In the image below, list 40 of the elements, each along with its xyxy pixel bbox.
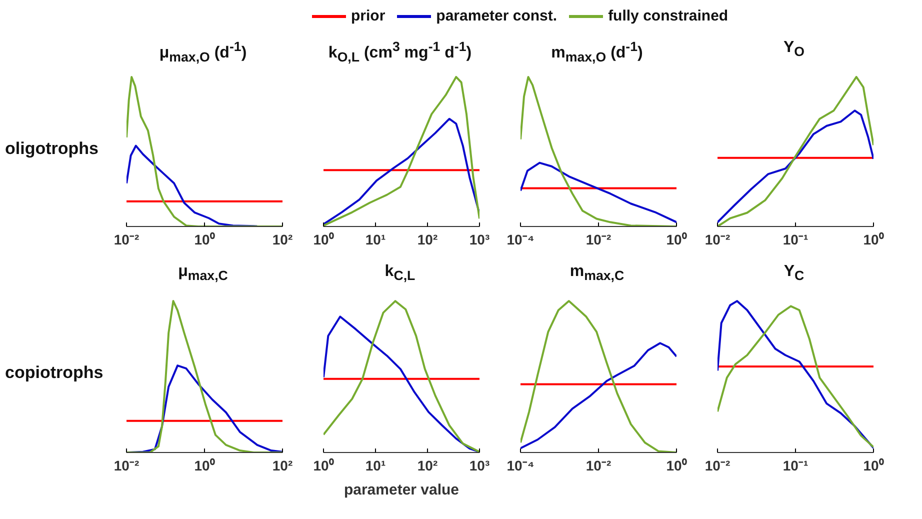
chart-title: μ$_{max,C}$: [177, 262, 229, 286]
x-tick-label: 10²: [272, 458, 293, 474]
legend-label: prior: [351, 7, 386, 24]
text: copiotrophs: [5, 362, 104, 384]
x-tick-label: 10⁰: [194, 232, 215, 248]
chart-title: m$_{max,O}$ (d$^{-1}$): [550, 38, 644, 67]
x-tick-label: 10⁻¹: [782, 232, 808, 248]
chart-title: m$_{max,C}$: [568, 262, 626, 286]
x-tick-label: 10⁻¹: [782, 458, 808, 474]
x-tick-label: 10⁰: [313, 232, 334, 248]
x-tick-label: 10⁰: [863, 458, 884, 474]
x-tick-label: 10⁻⁴: [506, 232, 534, 248]
x-tick-label: 10⁻²: [114, 232, 140, 248]
x-tick-label: 10¹: [365, 458, 386, 474]
chart-title: μ$_{max,O}$ (d$^{-1}$): [158, 38, 248, 67]
x-tick-label: 10²: [417, 232, 438, 248]
chart-title: Y$_{C}$: [782, 262, 806, 286]
x-tick-label: 10⁰: [194, 458, 215, 474]
x-tick-label: 10⁻²: [586, 232, 612, 248]
x-axis-title: parameter value: [344, 482, 460, 498]
chart-title: k$_{C,L}$: [384, 262, 416, 286]
chart-title: k$_{O,L}$ (cm$^{3}$ mg$^{-1}$ d$^{-1}$): [328, 39, 472, 65]
legend-label: fully constrained: [608, 7, 728, 24]
x-tick-label: 10³: [469, 458, 490, 474]
x-tick-label: 10²: [417, 458, 438, 474]
x-tick-label: 10⁻⁴: [506, 458, 534, 474]
x-tick-label: 10⁻²: [704, 232, 730, 248]
x-tick-label: 10⁰: [313, 458, 334, 474]
x-tick-label: 10⁰: [863, 232, 884, 248]
legend-label: parameter const.: [436, 7, 558, 24]
x-tick-label: 10¹: [365, 232, 386, 248]
x-tick-label: 10⁻²: [704, 458, 730, 474]
x-tick-label: 10⁻²: [114, 458, 140, 474]
text: oligotrophs: [5, 138, 98, 160]
x-tick-label: 10⁰: [666, 232, 687, 248]
x-tick-label: 10⁻²: [586, 458, 612, 474]
chart-title: Y$_{O}$: [782, 38, 806, 62]
x-tick-label: 10²: [272, 232, 293, 248]
x-tick-label: 10⁰: [666, 458, 687, 474]
x-tick-label: 10³: [469, 232, 490, 248]
